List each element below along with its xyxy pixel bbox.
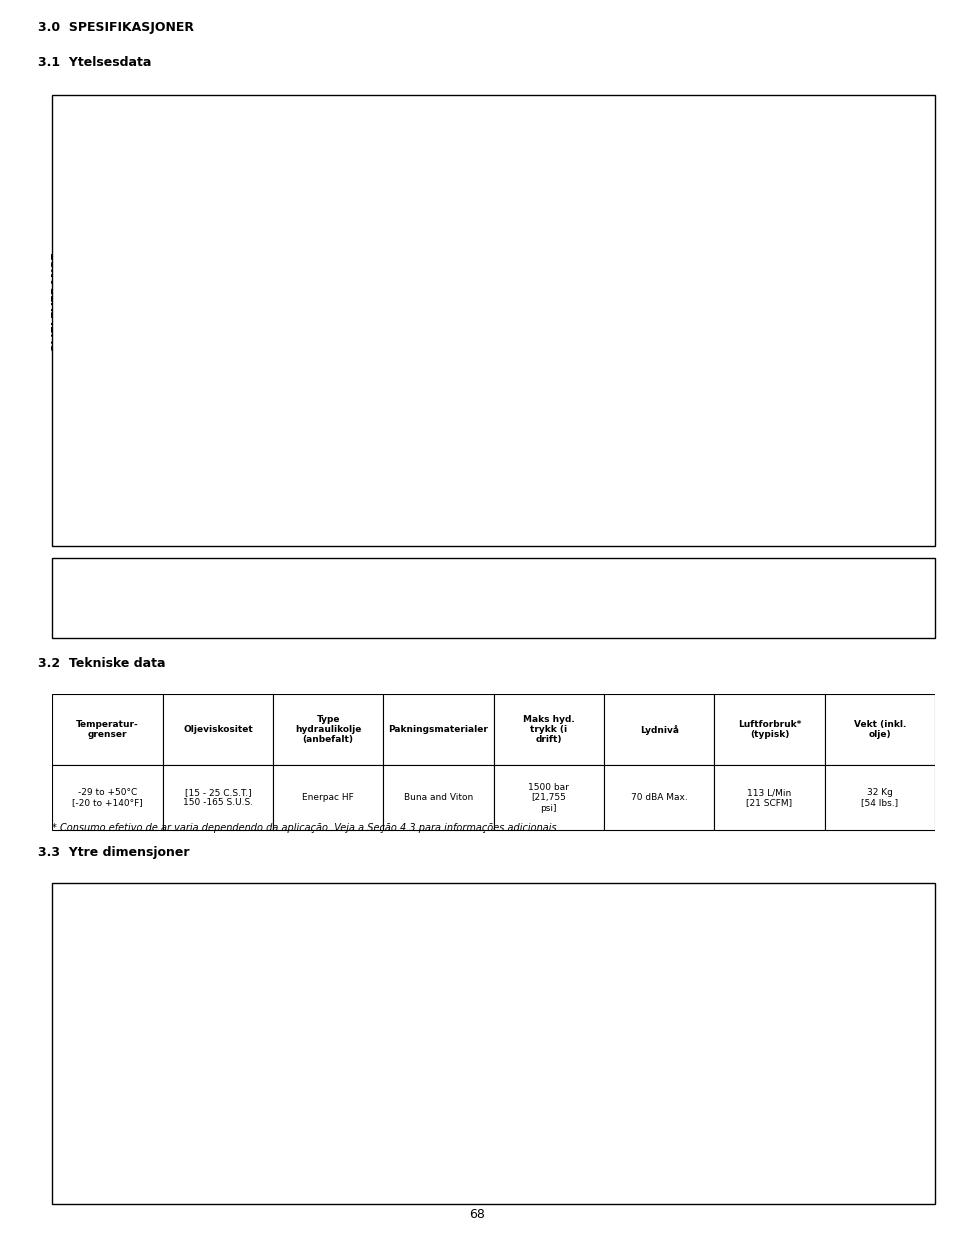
Bar	[823, 764, 934, 830]
Bar	[603, 764, 714, 830]
Text: 68: 68	[469, 1208, 484, 1220]
Text: [25]: [25]	[83, 215, 104, 226]
Text: * Consumo efetivo de ar varia dependendo da aplicação. Veja a Seção 4.3 para inf: * Consumo efetivo de ar varia dependendo…	[52, 824, 559, 834]
Bar	[363, 971, 395, 981]
Text: [15]: [15]	[83, 309, 104, 319]
Circle shape	[85, 1107, 92, 1114]
Text: Merk:: Merk:	[65, 577, 98, 587]
Bar	[714, 694, 823, 764]
Bar	[52, 694, 163, 764]
Text: 32 Kg
[54 lbs.]: 32 Kg [54 lbs.]	[861, 788, 898, 808]
Bar	[363, 1062, 395, 1079]
Circle shape	[85, 1013, 92, 1021]
Text: Vekt (inkl.
olje): Vekt (inkl. olje)	[853, 720, 905, 740]
Bar	[494, 764, 603, 830]
Text: 1500 bar
[21,755
psi]: 1500 bar [21,755 psi]	[528, 783, 569, 813]
Bar	[94, 921, 286, 1156]
Text: [15000]: [15000]	[578, 468, 618, 478]
Bar	[363, 1114, 395, 1125]
Circle shape	[225, 1065, 246, 1087]
Text: l/min [cu.in/min]: l/min [cu.in/min]	[69, 259, 79, 345]
Text: A: A	[688, 1002, 696, 1011]
Text: 389 [15.3]: 389 [15.3]	[755, 1002, 810, 1011]
Text: mm (tommer): mm (tommer)	[742, 952, 823, 962]
Text: OLJELEVERANSE: OLJELEVERANSE	[51, 252, 62, 352]
Text: bar [psi]: bar [psi]	[496, 515, 543, 525]
Text: ATP-1500 Lufthydraulisk pumpe - Strømning i forhold til systemtrykk: ATP-1500 Lufthydraulisk pumpe - Strømnin…	[260, 110, 779, 124]
Text: Buna and Viton: Buna and Viton	[403, 793, 473, 803]
Text: 70 dBA Max.: 70 dBA Max.	[630, 793, 687, 803]
Bar	[603, 694, 714, 764]
Text: [5000]: [5000]	[265, 468, 299, 478]
Text: [5]: [5]	[90, 401, 104, 411]
Text: (vises kun som referanse - se merknad nederst på
diagrammet): (vises kun som referanse - se merknad ne…	[458, 309, 704, 332]
Text: Luftforbruk*
(typisk): Luftforbruk* (typisk)	[737, 720, 801, 740]
FancyBboxPatch shape	[355, 908, 613, 1179]
Circle shape	[415, 926, 431, 944]
Bar	[163, 764, 273, 830]
Bar	[273, 694, 383, 764]
Text: 400 [15.75]: 400 [15.75]	[752, 1051, 813, 1061]
Bar	[494, 694, 603, 764]
Text: [25000]: [25000]	[895, 468, 935, 478]
Bar	[163, 694, 273, 764]
Text: Dimensjon: Dimensjon	[661, 952, 723, 962]
Text: 3.2  Tekniske data: 3.2 Tekniske data	[38, 657, 166, 671]
Bar	[658, 932, 726, 982]
Text: Temperatur-
grenser: Temperatur- grenser	[76, 720, 139, 740]
Bar	[726, 1081, 839, 1130]
Circle shape	[537, 926, 554, 944]
Text: B: B	[688, 1051, 696, 1061]
Circle shape	[537, 1116, 554, 1134]
Text: 113 L/Min
[21 SCFM]: 113 L/Min [21 SCFM]	[745, 788, 792, 808]
Text: [10000]: [10000]	[420, 468, 460, 478]
Text: [10]: [10]	[83, 356, 104, 366]
Text: Enerpac HF: Enerpac HF	[302, 793, 354, 803]
Text: [20000]: [20000]	[737, 468, 777, 478]
Ellipse shape	[134, 926, 246, 1028]
Text: Pakningsmaterialer: Pakningsmaterialer	[388, 725, 488, 734]
Text: B: B	[186, 902, 194, 914]
Bar	[726, 1031, 839, 1081]
Text: 3.0  SPESIFIKASJONER: 3.0 SPESIFIKASJONER	[38, 21, 194, 35]
Bar	[363, 1011, 395, 1021]
Text: C: C	[482, 899, 491, 911]
Text: C: C	[688, 1100, 696, 1110]
Bar	[726, 982, 839, 1031]
Bar	[658, 1081, 726, 1130]
Text: Lydnivå: Lydnivå	[639, 725, 678, 735]
Bar	[94, 921, 286, 990]
Text: Oljeviskositet: Oljeviskositet	[183, 725, 253, 734]
Bar	[273, 764, 383, 830]
Text: 5,5 bar [80 psi] lufttrykk: 5,5 bar [80 psi] lufttrykk	[277, 233, 481, 275]
Bar	[658, 1031, 726, 1081]
Text: 6,8 bar [100 psi] lufttrykk: 6,8 bar [100 psi] lufttrykk	[444, 287, 601, 310]
Text: 381 [15.0]: 381 [15.0]	[756, 1100, 810, 1110]
Bar	[823, 694, 934, 764]
Text: HYDRAULISK TRYKK: HYDRAULISK TRYKK	[450, 495, 589, 508]
Bar	[726, 932, 839, 982]
Circle shape	[395, 944, 570, 1116]
Text: [20]: [20]	[83, 262, 104, 272]
Text: Pumpens luftavlastningsventil er fabrikkinnstilt til et inntakstrykk på 6,2 bar : Pumpens luftavlastningsventil er fabrikk…	[102, 577, 837, 589]
Text: [15 - 25 C.S.T.]
150 -165 S.U.S.: [15 - 25 C.S.T.] 150 -165 S.U.S.	[183, 788, 253, 808]
Text: 3.1  Ytelsesdata: 3.1 Ytelsesdata	[38, 56, 152, 69]
Text: Maks hyd.
trykk (i
drift): Maks hyd. trykk (i drift)	[522, 715, 574, 745]
Bar	[383, 694, 494, 764]
Text: -29 to +50°C
[-20 to +140°F]: -29 to +50°C [-20 to +140°F]	[72, 788, 143, 808]
Circle shape	[139, 961, 172, 993]
Text: [30]: [30]	[83, 163, 104, 173]
Text: [25 000 psi]. Maks hydraulisk driftstrykk er 1500 bar [21 755 psi]..: [25 000 psi]. Maks hydraulisk driftstryk…	[65, 606, 425, 616]
Text: Type
hydraulikolje
(anbefalt): Type hydraulikolje (anbefalt)	[294, 715, 361, 745]
Bar	[658, 982, 726, 1031]
Text: A: A	[63, 1031, 71, 1045]
Bar	[52, 764, 163, 830]
Bar	[383, 764, 494, 830]
Circle shape	[415, 1116, 431, 1134]
Text: 3.3  Ytre dimensjoner: 3.3 Ytre dimensjoner	[38, 846, 190, 860]
Text: ENERPAC: ENERPAC	[137, 1070, 200, 1082]
Text: 6,2 bar [90 psi] lufttrykk: 6,2 bar [90 psi] lufttrykk	[368, 264, 531, 298]
Bar	[404, 948, 561, 1112]
Bar	[714, 764, 823, 830]
